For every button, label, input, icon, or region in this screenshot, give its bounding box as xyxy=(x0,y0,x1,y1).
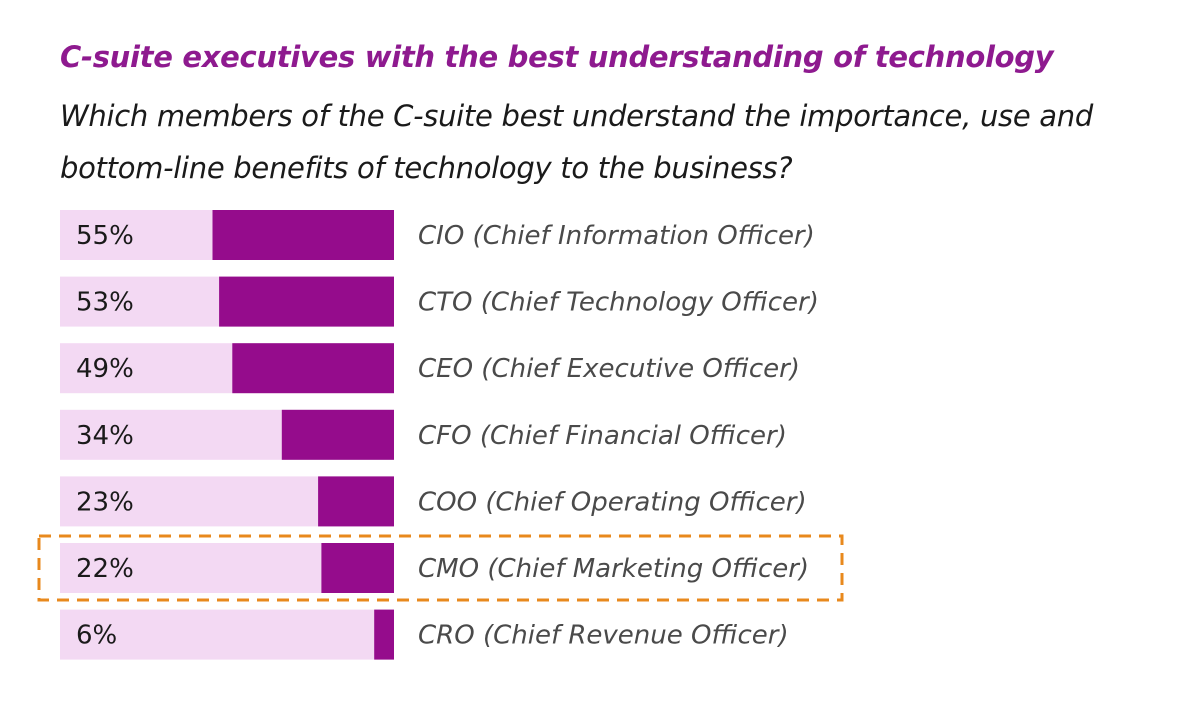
bar-value-label: 22% xyxy=(76,554,134,584)
bar-value-label: 34% xyxy=(76,421,134,451)
category-label: COO (Chief Operating Officer) xyxy=(418,487,807,517)
bar xyxy=(281,409,394,460)
category-label: CEO (Chief Executive Officer) xyxy=(418,354,800,384)
category-label: CRO (Chief Revenue Officer) xyxy=(418,621,789,651)
chart-title: C-suite executives with the best underst… xyxy=(60,40,1054,74)
category-label: CMO (Chief Marketing Officer) xyxy=(418,554,809,584)
bar-value-label: 55% xyxy=(76,221,134,251)
bar-row: 49% CEO (Chief Executive Officer) xyxy=(60,343,800,394)
bar-row: 55% CIO (Chief Information Officer) xyxy=(60,210,815,260)
bar-row: 23% COO (Chief Operating Officer) xyxy=(60,476,807,527)
bar xyxy=(212,210,394,260)
bar xyxy=(232,343,394,394)
bar-row: 22% CMO (Chief Marketing Officer) xyxy=(60,543,809,593)
bar-value-label: 53% xyxy=(76,288,134,318)
chart-subtitle: Which members of the C-suite best unders… xyxy=(60,99,1093,185)
bar xyxy=(321,543,394,593)
category-label: CTO (Chief Technology Officer) xyxy=(418,288,819,318)
highlight-box xyxy=(37,534,844,602)
category-label: CFO (Chief Financial Officer) xyxy=(418,421,787,451)
bar-row: 34% CFO (Chief Financial Officer) xyxy=(60,409,787,460)
bar-value-label: 23% xyxy=(76,487,134,517)
bar xyxy=(374,609,394,660)
bar-track xyxy=(60,609,394,660)
bar xyxy=(318,476,394,527)
bar-value-label: 6% xyxy=(76,621,117,651)
category-label: CIO (Chief Information Officer) xyxy=(418,221,815,251)
bar-row: 6% CRO (Chief Revenue Officer) xyxy=(60,609,789,660)
bar-row: 53% CTO (Chief Technology Officer) xyxy=(60,276,819,327)
bar xyxy=(219,276,394,327)
bar-value-label: 49% xyxy=(76,354,134,384)
